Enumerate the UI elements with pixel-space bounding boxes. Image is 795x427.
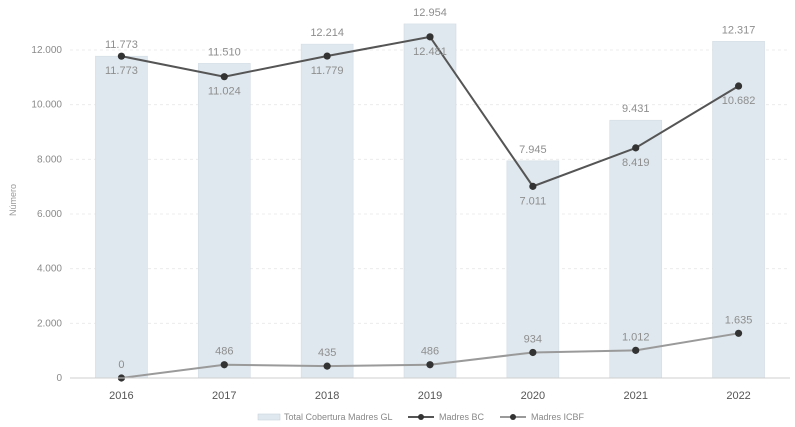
madres-bc-data-label: 12.481 <box>413 46 447 58</box>
madres-icbf-point <box>632 347 639 354</box>
legend-swatch-marker <box>418 414 424 420</box>
madres-icbf-point <box>529 349 536 356</box>
madres-bc-data-label: 7.011 <box>519 195 546 207</box>
madres-bc-data-label: 11.779 <box>311 65 344 77</box>
y-tick-label: 4.000 <box>37 264 62 275</box>
madres-bc-point <box>735 82 742 89</box>
madres-icbf-data-label: 934 <box>524 333 542 345</box>
madres-bc-data-label: 10.682 <box>722 95 756 107</box>
bar-data-label: 12.214 <box>310 27 344 39</box>
bar-data-label: 9.431 <box>622 103 650 115</box>
madres-icbf-point <box>426 361 433 368</box>
bar <box>198 63 250 378</box>
bar <box>95 56 147 378</box>
madres-icbf-point <box>221 361 228 368</box>
madres-bc-point <box>221 73 228 80</box>
madres-icbf-point <box>324 363 331 370</box>
y-tick-label: 8.000 <box>37 154 62 165</box>
bar <box>404 24 456 378</box>
madres-icbf-data-label: 486 <box>421 346 439 358</box>
legend-swatch-bar <box>258 414 280 420</box>
legend-label: Madres ICBF <box>531 412 585 422</box>
madres-icbf-data-label: 1.635 <box>725 314 753 326</box>
madres-bc-data-label: 11.024 <box>208 86 241 98</box>
y-axis-label: Número <box>8 184 18 216</box>
legend-swatch-marker <box>510 414 516 420</box>
legend-label: Madres BC <box>439 412 485 422</box>
bar <box>713 41 765 378</box>
x-tick-label: 2017 <box>212 390 236 402</box>
bar-data-label: 12.317 <box>722 24 756 36</box>
madres-bc-data-label: 8.419 <box>622 157 650 169</box>
legend: Total Cobertura Madres GL Madres BC Madres… <box>258 412 585 422</box>
x-tick-label: 2019 <box>418 390 442 402</box>
bar-data-label: 11.510 <box>208 46 241 58</box>
y-tick-label: 2.000 <box>37 318 62 329</box>
bar-series <box>95 24 764 378</box>
bar-data-label: 7.945 <box>519 144 547 156</box>
madres-bc-point <box>118 53 125 60</box>
legend-label: Total Cobertura Madres GL <box>284 412 393 422</box>
x-tick-label: 2020 <box>521 390 545 402</box>
x-tick-label: 2021 <box>623 390 647 402</box>
y-tick-label: 12.000 <box>31 45 62 56</box>
x-tick-label: 2018 <box>315 390 339 402</box>
madres-bc-point <box>632 144 639 151</box>
y-tick-label: 6.000 <box>37 209 62 220</box>
y-tick-label: 0 <box>56 373 62 384</box>
bar <box>301 44 353 378</box>
y-tick-label: 10.000 <box>31 100 62 111</box>
madres-icbf-point <box>735 330 742 337</box>
bar-data-label: 11.773 <box>105 39 138 51</box>
madres-bc-point <box>529 183 536 190</box>
madres-bc-point <box>324 52 331 59</box>
madres-icbf-data-label: 0 <box>118 359 124 371</box>
madres-icbf-data-label: 435 <box>318 347 336 359</box>
madres-bc-point <box>426 33 433 40</box>
x-tick-label: 2022 <box>726 390 750 402</box>
madres-icbf-data-label: 1.012 <box>622 331 650 343</box>
madres-bc-data-label: 11.773 <box>105 65 138 77</box>
bar-data-label: 12.954 <box>413 7 447 19</box>
x-tick-label: 2016 <box>109 390 133 402</box>
madres-icbf-data-label: 486 <box>215 346 233 358</box>
